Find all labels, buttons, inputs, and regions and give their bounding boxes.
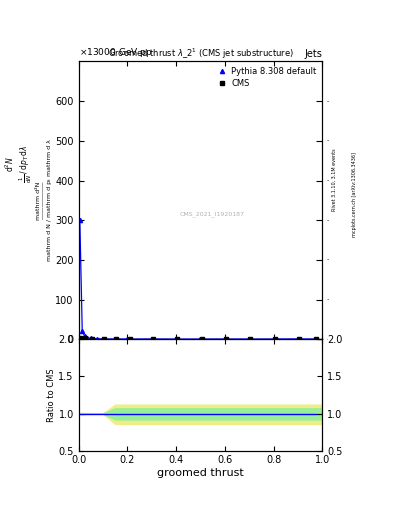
Pythia 8.308 default: [314, 336, 318, 342]
Pythia 8.308 default: [95, 336, 99, 342]
Legend: Pythia 8.308 default, CMS: Pythia 8.308 default, CMS: [214, 66, 318, 90]
Pythia 8.308 default: [222, 336, 227, 342]
CMS: [314, 336, 318, 342]
CMS: [199, 336, 204, 342]
CMS: [90, 336, 94, 342]
Pythia 8.308 default: [77, 217, 82, 223]
Pythia 8.308 default: [113, 336, 118, 342]
Text: Jets: Jets: [305, 49, 322, 59]
CMS: [151, 336, 155, 342]
CMS: [175, 336, 180, 342]
Text: $\frac{1}{\mathrm{d}N}\,/\,\mathrm{d}p_T\,\mathrm{d}\lambda$: $\frac{1}{\mathrm{d}N}\,/\,\mathrm{d}p_T…: [18, 145, 34, 183]
Pythia 8.308 default: [88, 335, 93, 342]
X-axis label: groomed thrust: groomed thrust: [157, 468, 244, 478]
Pythia 8.308 default: [80, 328, 84, 334]
Text: Rivet 3.1.10, 3.1M events: Rivet 3.1.10, 3.1M events: [332, 148, 337, 210]
Line: Pythia 8.308 default: Pythia 8.308 default: [78, 218, 318, 341]
Text: $\times$13000 GeV pp: $\times$13000 GeV pp: [79, 46, 152, 59]
Text: CMS_2021_I1920187: CMS_2021_I1920187: [180, 211, 245, 217]
Pythia 8.308 default: [85, 335, 90, 341]
Pythia 8.308 default: [271, 336, 276, 342]
CMS: [102, 336, 107, 342]
CMS: [114, 336, 119, 342]
Pythia 8.308 default: [149, 336, 154, 342]
Line: CMS: CMS: [78, 336, 318, 341]
CMS: [127, 336, 132, 342]
CMS: [248, 336, 253, 342]
Text: $\mathrm{d}^2N$: $\mathrm{d}^2N$: [4, 156, 17, 172]
Pythia 8.308 default: [101, 336, 105, 342]
Pythia 8.308 default: [296, 336, 300, 342]
CMS: [77, 335, 82, 341]
Text: mcplots.cern.ch [arXiv:1306.3436]: mcplots.cern.ch [arXiv:1306.3436]: [352, 152, 357, 237]
CMS: [297, 336, 301, 342]
Y-axis label: Ratio to CMS: Ratio to CMS: [47, 368, 55, 422]
Pythia 8.308 default: [83, 333, 87, 339]
Pythia 8.308 default: [125, 336, 130, 342]
Pythia 8.308 default: [198, 336, 203, 342]
Pythia 8.308 default: [174, 336, 178, 342]
CMS: [83, 335, 87, 342]
CMS: [272, 336, 277, 342]
Pythia 8.308 default: [247, 336, 252, 342]
CMS: [224, 336, 228, 342]
Title: Groomed thrust $\lambda\_2^1$ (CMS jet substructure): Groomed thrust $\lambda\_2^1$ (CMS jet s…: [108, 47, 293, 61]
Y-axis label: mathrm d²N
――――――
mathrm d N / mathrm d pₜ mathrm d λ: mathrm d²N ―――――― mathrm d N / mathrm d …: [36, 139, 52, 261]
